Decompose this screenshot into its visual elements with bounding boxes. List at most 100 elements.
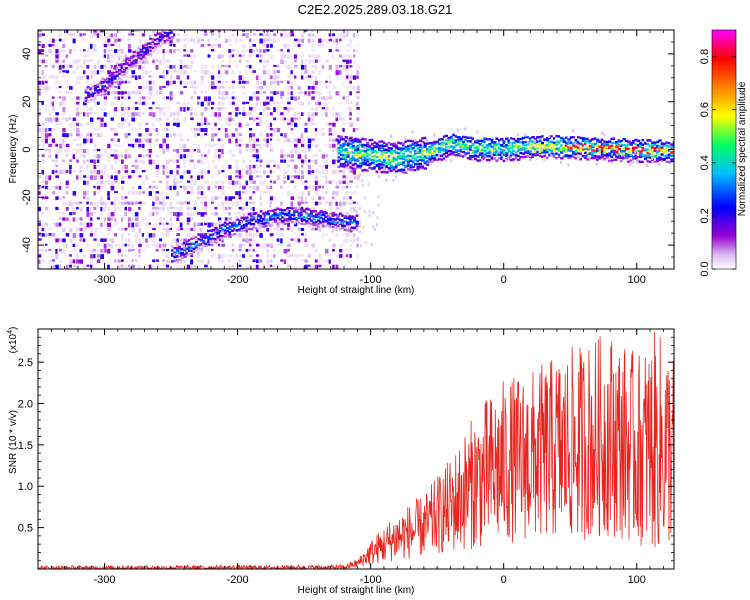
spectrogram-noise-cell bbox=[86, 107, 91, 112]
spectrogram-noise-cell bbox=[62, 75, 66, 78]
spectrogram-noise-cell bbox=[190, 59, 194, 65]
spectrogram-track-cell bbox=[660, 146, 664, 149]
spectrogram-noise-cell bbox=[124, 243, 127, 247]
spectrogram-track-cell bbox=[404, 136, 407, 140]
spectrogram-noise-cell bbox=[273, 128, 276, 133]
spectrogram-noise-cell bbox=[300, 43, 304, 47]
spectrogram-noise-cell bbox=[276, 80, 280, 86]
spectrogram-noise-cell bbox=[349, 191, 353, 195]
spectrogram-track-cell bbox=[440, 143, 443, 147]
spectrogram-track-cell bbox=[269, 224, 272, 227]
spectrogram-noise-cell bbox=[242, 159, 246, 164]
spectrogram-noise-cell bbox=[262, 49, 266, 53]
spectrogram-track-cell bbox=[331, 212, 336, 215]
spectrogram-track-cell bbox=[394, 170, 398, 173]
spectrogram-noise-cell bbox=[152, 264, 155, 269]
spectrogram-noise-cell bbox=[62, 217, 66, 221]
spectrogram-noise-cell bbox=[259, 33, 263, 36]
spectrogram-noise-cell bbox=[93, 206, 97, 210]
spectrogram-track-cell bbox=[540, 143, 544, 146]
spectrogram-noise-cell bbox=[121, 175, 125, 179]
spectrogram-track-cell bbox=[524, 151, 528, 154]
spectrogram-noise-cell bbox=[114, 243, 118, 247]
spectrogram-noise-cell bbox=[38, 254, 42, 258]
spectrogram-track-cell bbox=[648, 139, 652, 142]
spectrogram-noise-cell bbox=[152, 159, 156, 164]
spectrogram-noise-cell bbox=[89, 217, 93, 221]
spectrogram-noise-cell bbox=[242, 259, 245, 262]
spectrogram-noise-cell bbox=[110, 43, 115, 47]
spectrogram-noise-cell bbox=[162, 201, 166, 207]
spectrogram-track-cell bbox=[337, 152, 341, 155]
spectrogram-track-cell bbox=[397, 152, 401, 155]
spectrogram-noise-cell bbox=[121, 112, 124, 117]
spectrogram-noise-cell bbox=[141, 33, 146, 37]
spectrogram-track-cell bbox=[385, 148, 389, 152]
spectrogram-noise-cell bbox=[211, 80, 215, 86]
spectrogram-x-tick-label: -100 bbox=[360, 274, 382, 286]
spectrogram-noise-cell bbox=[339, 254, 343, 258]
spectrogram-noise-cell bbox=[328, 180, 332, 184]
spectrogram-track-cell bbox=[452, 153, 456, 156]
spectrogram-noise-cell bbox=[204, 64, 208, 69]
spectrogram-track-cell bbox=[584, 147, 588, 151]
spectrogram-noise-cell bbox=[255, 143, 260, 146]
spectrogram-noise-cell bbox=[217, 101, 221, 106]
spectrogram-noise-cell bbox=[69, 259, 73, 264]
spectrogram-noise-cell bbox=[148, 185, 152, 189]
spectrogram-noise-cell bbox=[300, 91, 304, 95]
spectrogram-noise-cell bbox=[304, 259, 308, 263]
spectrogram-track-cell bbox=[382, 168, 385, 171]
spectrogram-noise-cell bbox=[224, 117, 229, 122]
spectrogram-noise-cell bbox=[44, 54, 49, 57]
spectrogram-noise-cell bbox=[103, 64, 107, 68]
spectrogram-track-cell bbox=[562, 152, 565, 156]
spectrogram-track-cell bbox=[402, 155, 406, 158]
spectrogram-noise-cell bbox=[207, 222, 211, 228]
spectrogram-noise-cell bbox=[72, 33, 76, 36]
spectrogram-noise-cell bbox=[86, 180, 89, 185]
spectrogram-noise-cell bbox=[117, 206, 121, 211]
spectrogram-track-cell bbox=[622, 143, 626, 147]
spectrogram-track-cell bbox=[421, 159, 425, 162]
spectrogram-noise-cell bbox=[276, 175, 280, 181]
spectrogram-noise-cell bbox=[283, 159, 286, 163]
spectrogram-noise-cell bbox=[269, 159, 274, 164]
spectrogram-noise-cell bbox=[332, 154, 335, 159]
spectrogram-noise-cell bbox=[224, 128, 228, 132]
spectrogram-noise-cell bbox=[55, 248, 58, 254]
spectrogram-noise-cell bbox=[197, 128, 201, 132]
spectrogram-noise-cell bbox=[58, 217, 62, 220]
spectrogram-noise-cell bbox=[176, 133, 180, 137]
spectrogram-track-cell bbox=[295, 209, 298, 212]
spectrogram-track-cell bbox=[293, 211, 296, 214]
spectrogram-track-cell bbox=[274, 208, 277, 212]
spectrogram-track-cell bbox=[397, 169, 401, 172]
spectrogram-noise-cell bbox=[211, 248, 214, 251]
spectrogram-track-cell bbox=[329, 218, 332, 221]
spectrogram-noise-cell bbox=[65, 217, 69, 221]
spectrogram-noise-cell bbox=[93, 238, 97, 241]
spectrogram-track-cell bbox=[643, 148, 648, 151]
spectrogram-noise-cell bbox=[155, 91, 159, 96]
spectrogram-track-cell bbox=[171, 252, 174, 256]
spectrogram-x-tick-label: 100 bbox=[628, 274, 646, 286]
spectrogram-track-cell bbox=[245, 224, 248, 227]
spectrogram-noise-cell bbox=[325, 107, 329, 111]
spectrogram-noise-cell bbox=[179, 154, 183, 159]
spectrogram-noise-cell bbox=[283, 170, 287, 175]
spectrogram-noise-cell bbox=[103, 43, 108, 48]
spectrogram-noise-cell bbox=[69, 33, 73, 36]
spectrogram-track-cell bbox=[540, 147, 543, 151]
spectrogram-track-cell bbox=[605, 146, 609, 149]
spectrogram-track-cell bbox=[202, 234, 205, 238]
spectrogram-noise-cell bbox=[300, 259, 304, 262]
spectrogram-noise-cell bbox=[355, 163, 358, 167]
spectrogram-noise-cell bbox=[107, 264, 110, 269]
spectrogram-track-cell bbox=[122, 73, 126, 76]
spectrogram-noise-cell bbox=[162, 217, 166, 220]
spectrogram-noise-cell bbox=[224, 217, 228, 221]
spectrogram-noise-cell bbox=[65, 54, 68, 58]
spectrogram-noise-cell bbox=[252, 264, 256, 268]
spectrogram-track-cell bbox=[257, 214, 260, 217]
